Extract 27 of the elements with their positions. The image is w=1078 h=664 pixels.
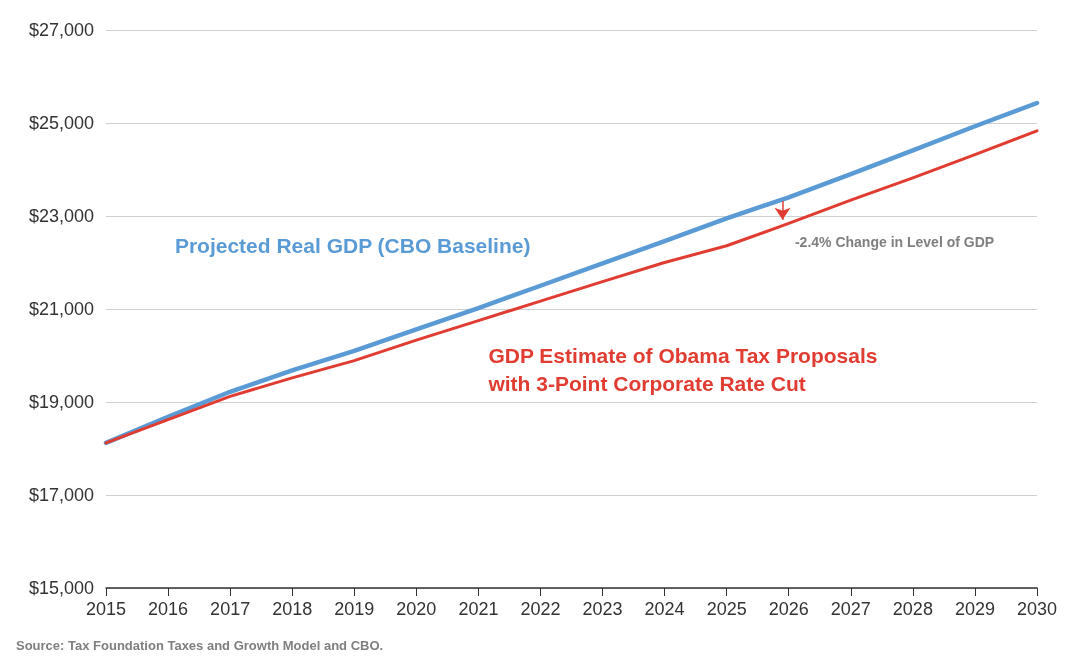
- x-tick-label: 2024: [644, 599, 685, 619]
- x-tick-label: 2015: [85, 599, 127, 619]
- y-tick-label: $25,000: [28, 113, 94, 133]
- x-tick-label: 2027: [830, 599, 871, 619]
- x-tick-label: 2029: [954, 599, 995, 619]
- x-tick-label: 2025: [706, 599, 747, 619]
- x-tick-label: 2030: [1016, 599, 1058, 619]
- x-tick-label: 2016: [148, 599, 189, 619]
- annotation: -2.4% Change in Level of GDP: [794, 233, 995, 250]
- source-note: Source: Tax Foundation Taxes and Growth Model and CBO.: [16, 638, 384, 653]
- y-tick-label: $23,000: [28, 206, 94, 226]
- y-tick-label: $19,000: [28, 392, 94, 412]
- x-tick-label: 2021: [458, 599, 499, 619]
- y-tick-label: $17,000: [28, 485, 94, 505]
- series-label: Projected Real GDP (CBO Baseline): [174, 234, 531, 258]
- x-tick-label: 2026: [768, 599, 809, 619]
- series-label: GDP Estimate of Obama Tax Proposals with 3-Point Corporate Rate Cut: [487, 344, 884, 396]
- y-tick-label: $15,000: [28, 578, 94, 598]
- x-tick-label: 2018: [272, 599, 313, 619]
- x-tick-label: 2023: [582, 599, 623, 619]
- y-tick-label: $27,000: [28, 20, 94, 40]
- x-tick-label: 2017: [210, 599, 251, 619]
- x-tick-label: 2019: [334, 599, 375, 619]
- x-tick-label: 2022: [520, 599, 561, 619]
- x-tick-label: 2020: [396, 599, 437, 619]
- y-tick-label: $21,000: [28, 299, 94, 319]
- x-tick-label: 2028: [892, 599, 933, 619]
